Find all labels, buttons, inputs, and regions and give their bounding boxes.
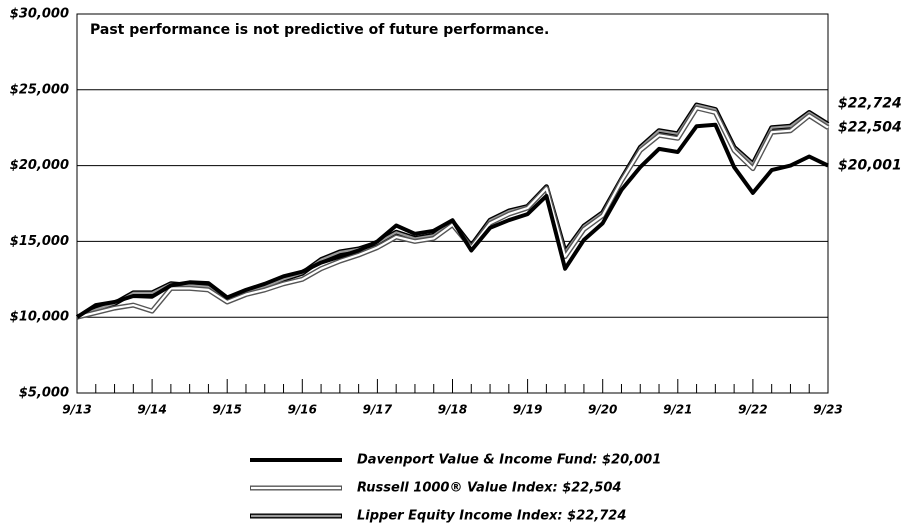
x-tick-label: 9/18	[438, 403, 467, 417]
y-tick-label: $5,000	[19, 386, 69, 401]
y-tick-label: $20,000	[10, 158, 69, 173]
legend-label: Russell 1000® Value Index: $22,504	[357, 481, 621, 496]
legend-label: Davenport Value & Income Fund: $20,001	[357, 453, 661, 468]
x-tick-label: 9/13	[62, 403, 91, 417]
x-tick-label: 9/20	[588, 403, 617, 417]
x-tick-label: 9/17	[363, 403, 393, 417]
y-tick-label: $30,000	[10, 7, 69, 22]
x-tick-label: 9/21	[663, 403, 692, 417]
y-tick-label: $15,000	[10, 234, 69, 249]
series-line	[76, 106, 829, 319]
annotation: Past performance is not predictive of fu…	[90, 22, 549, 38]
x-tick-label: 9/23	[813, 403, 842, 417]
end-label: $20,001	[838, 158, 902, 174]
x-tick-label: 9/15	[212, 403, 241, 417]
x-tick-label: 9/14	[137, 403, 166, 417]
series-line	[76, 103, 829, 319]
end-label: $22,724	[838, 96, 902, 112]
y-tick-label: $25,000	[10, 82, 69, 97]
y-tick-label: $10,000	[10, 310, 69, 325]
end-label: $22,504	[838, 120, 902, 136]
legend-label: Lipper Equity Income Index: $22,724	[357, 509, 626, 524]
plot-frame	[76, 13, 829, 394]
x-tick-label: 9/22	[738, 403, 767, 417]
x-tick-label: 9/19	[513, 403, 542, 417]
series-line-edge	[75, 122, 829, 319]
x-tick-label: 9/16	[288, 403, 317, 417]
